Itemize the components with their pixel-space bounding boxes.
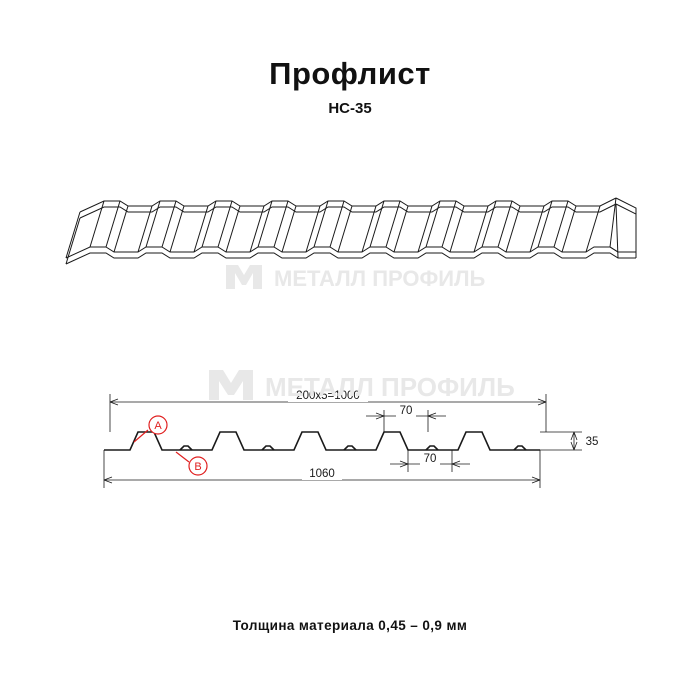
cross-section-drawing: A B 200х5=1000 70 70 1060 35	[103, 388, 599, 488]
page-title: Профлист	[269, 56, 431, 91]
isometric-drawing	[65, 197, 637, 265]
dim-overall-width-label: 1060	[309, 468, 335, 480]
callout-b-label: B	[194, 461, 201, 473]
callout-a-label: A	[154, 420, 162, 432]
dim-rib-top-label: 70	[400, 405, 413, 417]
dim-pitch-total-label: 200х5=1000	[296, 390, 360, 402]
cross-section-view: A B 200х5=1000 70 70 1060 35	[90, 380, 630, 510]
callout-b: B	[175, 451, 208, 476]
dim-height-label: 35	[586, 436, 599, 448]
callout-a: A	[133, 415, 168, 443]
material-thickness-note: Толщина материала 0,45 – 0,9 мм	[232, 618, 468, 633]
isometric-view	[60, 170, 640, 330]
dim-rib-bottom-label: 70	[424, 453, 437, 465]
model-subtitle: НС-35	[328, 100, 372, 117]
